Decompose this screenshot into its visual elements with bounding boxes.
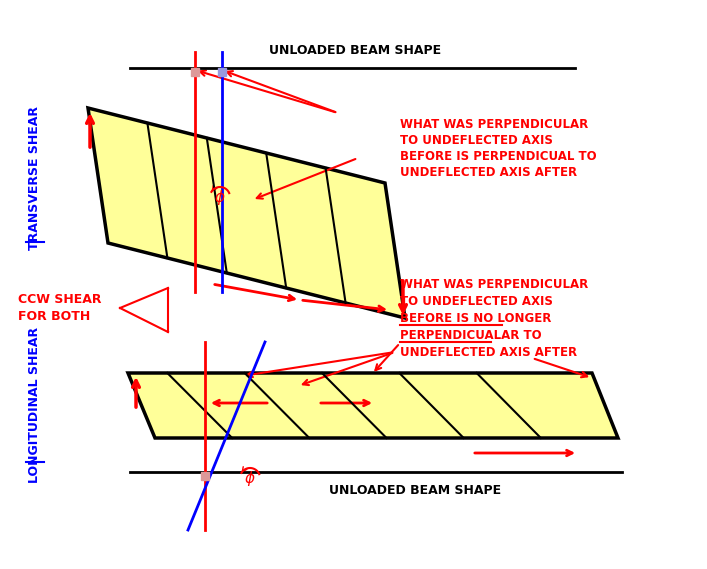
Polygon shape bbox=[88, 108, 405, 318]
Text: UNDEFLECTED AXIS AFTER: UNDEFLECTED AXIS AFTER bbox=[400, 346, 577, 359]
Text: WHAT WAS PERPENDICULAR: WHAT WAS PERPENDICULAR bbox=[400, 278, 588, 291]
Bar bbox=[191, 68, 199, 76]
Polygon shape bbox=[128, 373, 618, 438]
Text: TO UNDEFLECTED AXIS: TO UNDEFLECTED AXIS bbox=[400, 134, 553, 147]
Text: UNLOADED BEAM SHAPE: UNLOADED BEAM SHAPE bbox=[269, 43, 441, 56]
Text: BEFORE IS NO LONGER: BEFORE IS NO LONGER bbox=[400, 312, 551, 325]
Text: TO UNDEFLECTED AXIS: TO UNDEFLECTED AXIS bbox=[400, 295, 553, 308]
Text: BEFORE IS PERPENDICUAL TO: BEFORE IS PERPENDICUAL TO bbox=[400, 150, 597, 163]
Text: TRANSVERSE SHEAR: TRANSVERSE SHEAR bbox=[28, 106, 42, 250]
Text: LONGITUDINAL SHEAR: LONGITUDINAL SHEAR bbox=[28, 327, 42, 483]
Text: $\phi$: $\phi$ bbox=[214, 188, 226, 207]
Bar bbox=[218, 68, 226, 76]
Text: PERPENDICUALAR TO: PERPENDICUALAR TO bbox=[400, 329, 542, 342]
Text: $\phi$: $\phi$ bbox=[244, 468, 256, 488]
Bar bbox=[201, 472, 209, 480]
Text: CCW SHEAR
FOR BOTH: CCW SHEAR FOR BOTH bbox=[18, 293, 102, 323]
Text: WHAT WAS PERPENDICULAR: WHAT WAS PERPENDICULAR bbox=[400, 118, 588, 131]
Text: UNDEFLECTED AXIS AFTER: UNDEFLECTED AXIS AFTER bbox=[400, 166, 577, 179]
Text: UNLOADED BEAM SHAPE: UNLOADED BEAM SHAPE bbox=[329, 484, 501, 497]
